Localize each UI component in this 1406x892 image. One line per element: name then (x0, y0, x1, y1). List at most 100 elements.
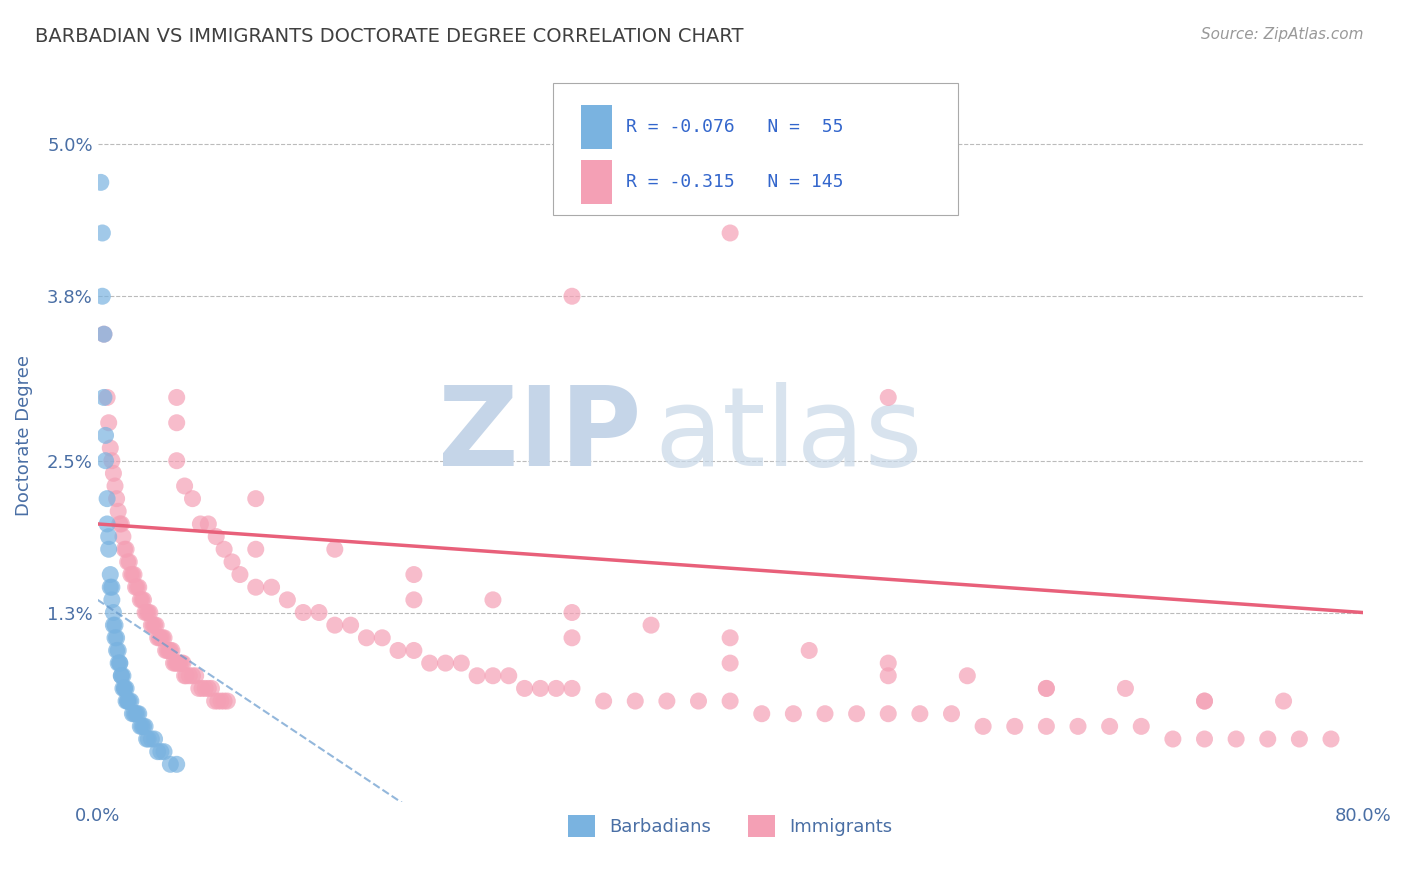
Point (156, 643, 179, 657)
Point (482, 669, 505, 683)
Point (212, 542, 235, 557)
Point (136, 606, 159, 620)
Point (118, 694, 141, 708)
Point (103, 606, 125, 620)
Point (149, 745, 172, 759)
Point (124, 580, 146, 594)
Point (402, 592, 425, 607)
Point (292, 606, 315, 620)
Point (209, 694, 232, 708)
Point (162, 656, 184, 670)
Point (204, 694, 226, 708)
Text: BARBADIAN VS IMMIGRANTS DOCTORATE DEGREE CORRELATION CHART: BARBADIAN VS IMMIGRANTS DOCTORATE DEGREE… (35, 27, 744, 45)
Point (115, 542, 138, 557)
Text: Source: ZipAtlas.com: Source: ZipAtlas.com (1201, 27, 1364, 42)
Point (513, 681, 536, 696)
Point (371, 631, 394, 645)
Point (450, 656, 472, 670)
Point (972, 719, 994, 733)
Point (260, 580, 283, 594)
Point (93, 391, 115, 405)
Point (207, 694, 229, 708)
Point (419, 656, 441, 670)
Point (877, 706, 900, 721)
Point (159, 643, 181, 657)
Point (655, 694, 678, 708)
Point (181, 669, 204, 683)
Point (134, 606, 156, 620)
Point (118, 555, 141, 569)
Point (96, 491, 118, 506)
Point (799, 643, 821, 657)
Point (149, 631, 172, 645)
Legend: Barbadians, Immigrants: Barbadians, Immigrants (561, 808, 900, 845)
Point (121, 706, 143, 721)
Point (308, 606, 330, 620)
Point (498, 669, 520, 683)
Point (194, 681, 217, 696)
Point (200, 681, 222, 696)
Point (561, 289, 583, 303)
Point (845, 706, 868, 721)
Point (166, 416, 188, 430)
Point (127, 580, 149, 594)
Point (157, 643, 180, 657)
Point (1004, 719, 1026, 733)
Point (166, 391, 188, 405)
Point (117, 694, 139, 708)
Point (245, 491, 267, 506)
Point (1194, 694, 1216, 708)
Point (108, 516, 131, 531)
Point (98, 567, 121, 582)
Point (191, 681, 214, 696)
Point (101, 453, 124, 467)
Point (339, 618, 361, 632)
Point (134, 719, 156, 733)
Point (98, 441, 121, 455)
Point (184, 669, 207, 683)
Point (152, 631, 174, 645)
Point (124, 706, 146, 721)
Point (91, 226, 114, 240)
Point (104, 479, 127, 493)
Point (1035, 681, 1057, 696)
Point (718, 656, 741, 670)
Point (402, 643, 425, 657)
Point (108, 656, 131, 670)
Point (115, 694, 138, 708)
Point (1288, 731, 1310, 746)
Point (129, 719, 152, 733)
Point (482, 592, 505, 607)
Point (1098, 719, 1121, 733)
Point (143, 731, 166, 746)
Point (107, 504, 129, 518)
Point (94, 453, 117, 467)
Point (529, 681, 551, 696)
Point (166, 453, 188, 467)
Point (718, 631, 741, 645)
Point (159, 757, 181, 772)
Point (128, 580, 150, 594)
Point (877, 656, 900, 670)
Point (751, 706, 773, 721)
Point (122, 706, 145, 721)
Point (136, 731, 159, 746)
Point (107, 643, 129, 657)
Point (561, 606, 583, 620)
Point (561, 631, 583, 645)
Point (718, 226, 741, 240)
Point (103, 467, 125, 481)
Point (114, 681, 136, 696)
Point (110, 669, 132, 683)
Point (117, 555, 139, 569)
Point (111, 681, 134, 696)
Point (132, 719, 155, 733)
Point (142, 618, 165, 632)
Point (782, 706, 804, 721)
Point (128, 706, 150, 721)
Text: ZIP: ZIP (439, 382, 641, 489)
FancyBboxPatch shape (581, 105, 613, 149)
Point (97, 416, 120, 430)
Point (166, 757, 188, 772)
Point (146, 745, 169, 759)
